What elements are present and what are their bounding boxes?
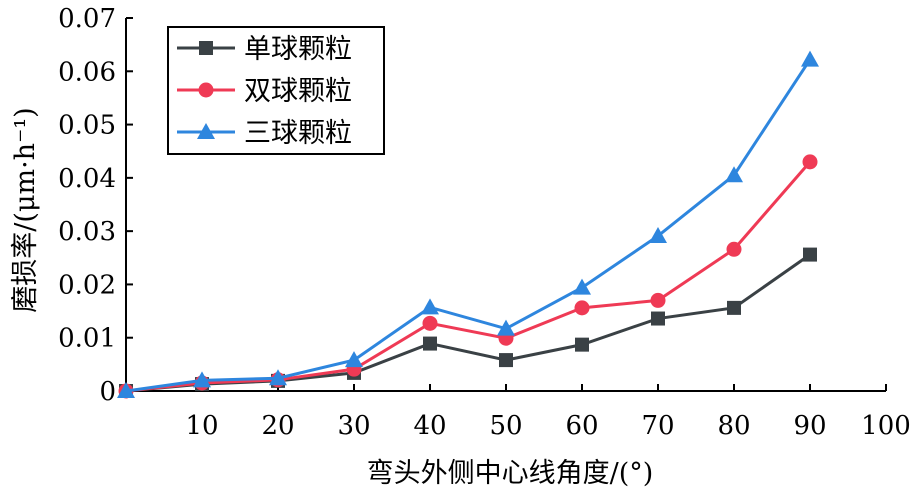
data-point: [499, 353, 513, 368]
legend-entry: 单球颗粒: [177, 34, 352, 65]
x-tick-label: 10: [185, 411, 218, 441]
y-tick-label: 0.06: [58, 57, 116, 87]
data-point: [725, 166, 743, 183]
x-tick-label: 50: [489, 411, 522, 441]
series-line: [125, 160, 812, 393]
y-tick-label: 0.05: [58, 111, 116, 141]
legend-marker: [197, 123, 215, 139]
legend-label: 双球颗粒: [244, 76, 352, 107]
data-point: [193, 371, 211, 388]
y-tick-label: 0: [99, 377, 116, 407]
data-point: [497, 319, 515, 336]
y-tick-label: 0.01: [58, 324, 116, 354]
data-point: [117, 382, 135, 398]
y-axis-title: 磨损率/(μm·h⁻¹): [10, 107, 41, 312]
data-point: [650, 292, 666, 308]
data-point: [423, 336, 437, 351]
data-point: [649, 226, 667, 243]
legend-entry: 三球颗粒: [177, 118, 352, 149]
data-point: [803, 247, 817, 262]
x-tick-label: 100: [861, 411, 911, 441]
data-point: [269, 369, 287, 386]
legend-label: 单球颗粒: [244, 34, 352, 65]
data-point: [575, 337, 589, 352]
y-tick-label: 0.07: [58, 4, 116, 34]
y-tick-label: 0.02: [58, 270, 116, 300]
x-tick-label: 30: [337, 411, 370, 441]
x-tick-label: 80: [717, 411, 750, 441]
series-layer: [117, 50, 819, 399]
data-point: [573, 278, 591, 295]
x-tick-label: 90: [793, 411, 826, 441]
x-tick-label: 20: [261, 411, 294, 441]
series-line: [125, 253, 811, 393]
data-point: [802, 154, 818, 170]
legend-entry: 双球颗粒: [177, 76, 352, 107]
series-triangle: [117, 50, 819, 398]
data-point: [726, 241, 742, 257]
series-line: [125, 58, 812, 393]
data-point: [421, 298, 439, 315]
x-axis-title: 弯头外侧中心线角度/(°): [367, 458, 654, 489]
y-tick-label: 0.04: [58, 164, 116, 194]
data-point: [727, 300, 741, 315]
series-square: [119, 247, 817, 398]
x-tick-label: 70: [641, 411, 674, 441]
data-point: [801, 50, 819, 67]
legend-marker: [199, 41, 213, 55]
data-point: [345, 351, 363, 368]
data-point: [422, 315, 438, 331]
legend-label: 三球颗粒: [244, 118, 352, 149]
axes: 0 0.01 0.02 0.03 0.04 0.05 0.06 0.07 10 20 30 40 50 6…: [58, 4, 911, 441]
y-tick-label: 0.03: [58, 217, 116, 247]
data-point: [574, 300, 590, 316]
x-tick-label: 40: [413, 411, 446, 441]
data-point: [651, 311, 665, 326]
legend-marker: [198, 82, 214, 98]
x-tick-label: 60: [565, 411, 598, 441]
